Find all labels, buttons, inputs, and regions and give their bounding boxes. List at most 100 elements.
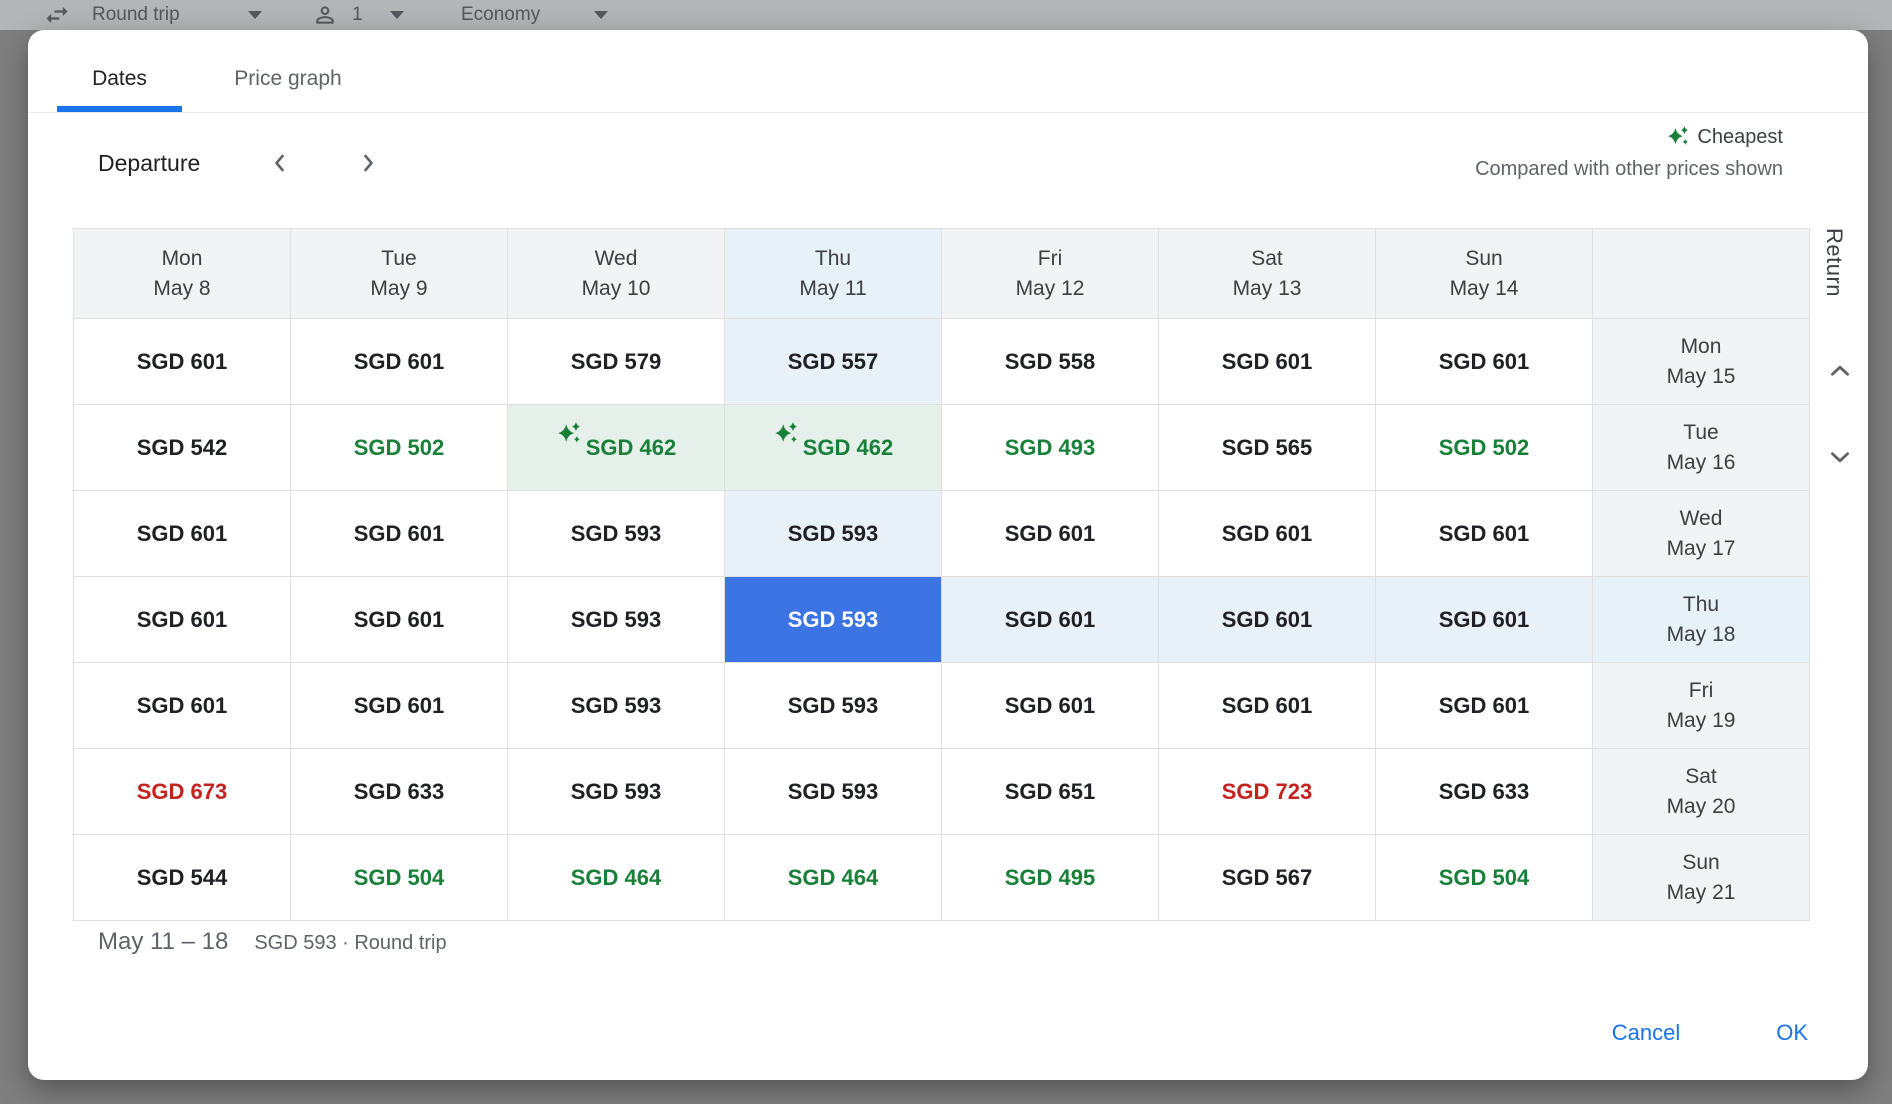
scroll-dates-down-button[interactable] xyxy=(1814,434,1866,482)
price-cell[interactable]: SGD 593 xyxy=(725,749,942,835)
price-cell[interactable]: SGD 651 xyxy=(942,749,1159,835)
date-picker-dialog: Dates Price graph Departure Cheapest Com… xyxy=(28,30,1868,1080)
date-range-text: May 11 – 18 xyxy=(98,928,228,956)
price-cell[interactable]: SGD 601 xyxy=(291,577,508,663)
chevron-left-icon xyxy=(268,151,292,178)
price-cell[interactable]: SGD 601 xyxy=(1159,577,1376,663)
price-cell[interactable]: SGD 601 xyxy=(1376,491,1593,577)
tab-dates[interactable]: Dates xyxy=(57,52,182,106)
price-cell[interactable]: SGD 464 xyxy=(508,835,725,921)
price-cell[interactable]: SGD 601 xyxy=(1376,319,1593,405)
ok-button[interactable]: OK xyxy=(1776,1020,1808,1046)
row-header-thu: ThuMay 18 xyxy=(1593,577,1810,663)
return-heading: Return xyxy=(1821,228,1847,338)
column-header-empty xyxy=(1593,229,1810,319)
price-cell[interactable]: SGD 502 xyxy=(291,405,508,491)
price-summary-text: SGD 593 · Round trip xyxy=(254,932,446,955)
price-cell[interactable]: SGD 544 xyxy=(74,835,291,921)
price-cell[interactable]: SGD 593 xyxy=(508,749,725,835)
trip-type-dropdown: Round trip xyxy=(92,0,180,30)
swap-horizontal-icon xyxy=(43,0,71,30)
price-cell[interactable]: SGD 565 xyxy=(1159,405,1376,491)
price-cell[interactable]: SGD 601 xyxy=(291,663,508,749)
sparkle-icon xyxy=(556,421,582,447)
row-header-wed: WedMay 17 xyxy=(1593,491,1810,577)
selected-range-summary: May 11 – 18 SGD 593 · Round trip xyxy=(98,928,447,956)
column-header-fri: FriMay 12 xyxy=(942,229,1159,319)
price-cell[interactable]: SGD 593 xyxy=(508,577,725,663)
price-cell[interactable]: SGD 593 xyxy=(508,491,725,577)
price-cell[interactable]: SGD 633 xyxy=(291,749,508,835)
row-header-tue: TueMay 16 xyxy=(1593,405,1810,491)
row-header-sat: SatMay 20 xyxy=(1593,749,1810,835)
cancel-button[interactable]: Cancel xyxy=(1612,1020,1680,1046)
flight-search-toolbar: Round trip 1 Economy xyxy=(0,0,1892,30)
price-cell[interactable]: SGD 673 xyxy=(74,749,291,835)
person-icon xyxy=(312,0,338,30)
price-cell[interactable]: SGD 601 xyxy=(1376,663,1593,749)
cabin-class-label: Economy xyxy=(461,4,540,26)
screen: Round trip 1 Economy Dates Price graph D… xyxy=(0,0,1892,1104)
column-header-tue: TueMay 9 xyxy=(291,229,508,319)
column-header-sun: SunMay 14 xyxy=(1376,229,1593,319)
price-cell[interactable]: SGD 601 xyxy=(291,491,508,577)
price-cell[interactable]: SGD 557 xyxy=(725,319,942,405)
price-cell[interactable]: SGD 601 xyxy=(1159,491,1376,577)
price-cell[interactable]: SGD 633 xyxy=(1376,749,1593,835)
tab-divider xyxy=(28,112,1868,113)
departure-heading: Departure xyxy=(98,150,200,177)
price-cell[interactable]: SGD 601 xyxy=(1159,663,1376,749)
price-cell[interactable]: SGD 601 xyxy=(291,319,508,405)
row-header-mon: MonMay 15 xyxy=(1593,319,1810,405)
price-cell[interactable]: SGD 601 xyxy=(74,663,291,749)
column-header-mon: MonMay 8 xyxy=(74,229,291,319)
column-header-wed: WedMay 10 xyxy=(508,229,725,319)
row-header-sun: SunMay 21 xyxy=(1593,835,1810,921)
price-cell[interactable]: SGD 601 xyxy=(1376,577,1593,663)
previous-month-button[interactable] xyxy=(256,140,304,188)
cheapest-legend: Cheapest Compared with other prices show… xyxy=(1475,125,1783,181)
passenger-count-dropdown: 1 xyxy=(352,0,363,30)
price-cell[interactable]: SGD 464 xyxy=(725,835,942,921)
caret-down-icon xyxy=(248,0,262,30)
price-cell[interactable]: SGD 593 xyxy=(725,491,942,577)
price-cell[interactable]: SGD 579 xyxy=(508,319,725,405)
chevron-up-icon xyxy=(1827,358,1853,387)
price-cell[interactable]: SGD 504 xyxy=(1376,835,1593,921)
price-cell[interactable]: SGD 502 xyxy=(1376,405,1593,491)
next-month-button[interactable] xyxy=(344,140,392,188)
column-header-thu: ThuMay 11 xyxy=(725,229,942,319)
price-cell[interactable]: SGD 542 xyxy=(74,405,291,491)
price-cell-selected[interactable]: SGD 593 xyxy=(725,577,942,663)
price-cell[interactable]: SGD 504 xyxy=(291,835,508,921)
scroll-dates-up-button[interactable] xyxy=(1814,348,1866,396)
chevron-down-icon xyxy=(1827,444,1853,473)
price-cell[interactable]: SGD 723 xyxy=(1159,749,1376,835)
chevron-right-icon xyxy=(356,151,380,178)
price-cell[interactable]: SGD 462 xyxy=(508,405,725,491)
price-cell[interactable]: SGD 601 xyxy=(942,491,1159,577)
price-cell[interactable]: SGD 601 xyxy=(942,663,1159,749)
price-cell[interactable]: SGD 601 xyxy=(74,491,291,577)
cabin-class-dropdown: Economy xyxy=(461,0,540,30)
price-cell[interactable]: SGD 601 xyxy=(942,577,1159,663)
column-header-sat: SatMay 13 xyxy=(1159,229,1376,319)
tab-price-graph[interactable]: Price graph xyxy=(198,52,378,106)
price-cell[interactable]: SGD 601 xyxy=(74,577,291,663)
sparkle-icon xyxy=(1666,125,1690,149)
price-cell[interactable]: SGD 601 xyxy=(1159,319,1376,405)
caret-down-icon xyxy=(390,0,404,30)
price-cell[interactable]: SGD 593 xyxy=(725,663,942,749)
price-cell[interactable]: SGD 495 xyxy=(942,835,1159,921)
price-cell[interactable]: SGD 601 xyxy=(74,319,291,405)
price-cell[interactable]: SGD 462 xyxy=(725,405,942,491)
cheapest-subtext: Compared with other prices shown xyxy=(1475,158,1783,181)
caret-down-icon xyxy=(594,0,608,30)
price-grid: MonMay 8TueMay 9WedMay 10ThuMay 11FriMay… xyxy=(73,228,1810,921)
price-cell[interactable]: SGD 567 xyxy=(1159,835,1376,921)
price-cell[interactable]: SGD 558 xyxy=(942,319,1159,405)
trip-type-label: Round trip xyxy=(92,4,180,26)
cheapest-label: Cheapest xyxy=(1697,126,1783,149)
price-cell[interactable]: SGD 593 xyxy=(508,663,725,749)
price-cell[interactable]: SGD 493 xyxy=(942,405,1159,491)
